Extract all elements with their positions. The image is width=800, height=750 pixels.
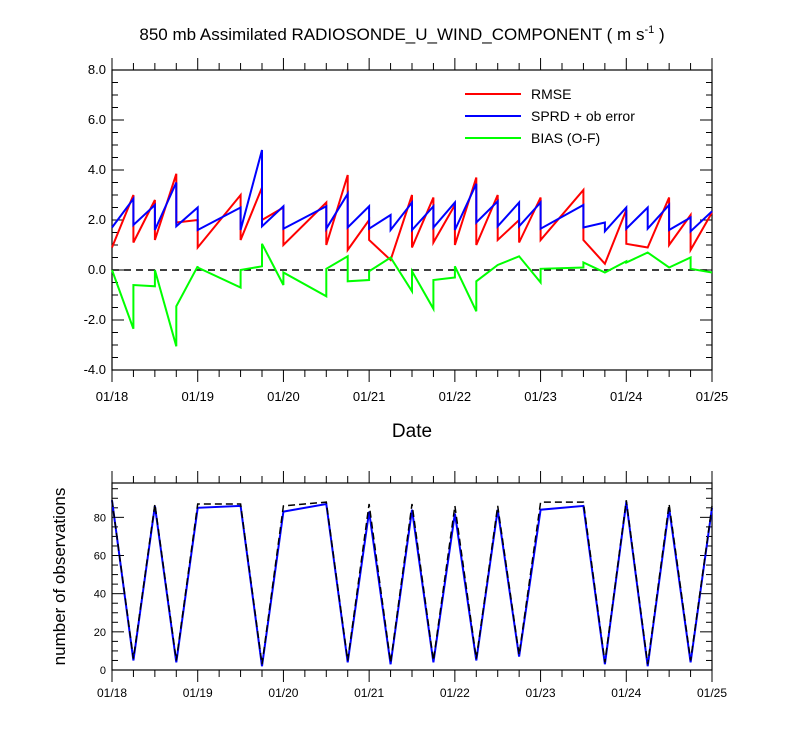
x-tick-label: 01/20 — [268, 686, 298, 700]
series-line-used-observations — [111, 500, 713, 667]
x-tick-label: 01/21 — [353, 389, 386, 404]
y-tick-label: 0.0 — [88, 262, 106, 277]
upper-chart: 01/18 01/19 01/20 01/21 01/22 01/23 01/24 01/25… — [84, 24, 729, 442]
y-tick-label: -4.0 — [84, 362, 106, 377]
y-tick-label: 2.0 — [88, 212, 106, 227]
title-main: 850 mb Assimilated RADIOSONDE_U_WIND_COM… — [139, 25, 644, 44]
x-tick-label: 01/23 — [526, 686, 556, 700]
title-superscript: -1 — [644, 24, 654, 36]
x-tick-label: 01/22 — [440, 686, 470, 700]
x-axis-label: Date — [392, 421, 432, 442]
x-tick-label: 01/19 — [183, 686, 213, 700]
x-tick-label: 01/22 — [439, 389, 472, 404]
legend-label: BIAS (O-F) — [531, 130, 600, 146]
x-tick-label: 01/25 — [697, 686, 727, 700]
y-axis-label: number of observations — [50, 488, 69, 666]
chart-title: 850 mb Assimilated RADIOSONDE_U_WIND_COM… — [139, 24, 664, 44]
x-tick-label: 01/19 — [181, 389, 214, 404]
y-tick-label: 4.0 — [88, 162, 106, 177]
y-tick-label: 40 — [94, 589, 106, 601]
legend-label: RMSE — [531, 86, 571, 102]
series-line-rmse — [111, 173, 713, 266]
x-tick-label: 01/18 — [97, 686, 127, 700]
lower-chart: 01/18 01/19 01/20 01/21 01/22 01/23 01/24 01/25… — [50, 471, 727, 700]
series-line-bias-o-f- — [111, 243, 713, 347]
y-tick-label: 8.0 — [88, 62, 106, 77]
y-tick-label: 80 — [94, 512, 106, 524]
title-end: ) — [654, 25, 664, 44]
legend-label: SPRD + ob error — [531, 108, 635, 124]
x-tick-label: 01/23 — [524, 389, 557, 404]
y-tick-label: -2.0 — [84, 312, 106, 327]
x-tick-label: 01/25 — [696, 389, 729, 404]
x-tick-label: 01/24 — [611, 686, 641, 700]
y-tick-label: 60 — [94, 551, 106, 563]
series-line-total-observations — [111, 500, 713, 665]
series-line-sprd-ob-error — [111, 149, 713, 234]
y-tick-label: 6.0 — [88, 112, 106, 127]
x-tick-label: 01/21 — [354, 686, 384, 700]
x-tick-label: 01/20 — [267, 389, 300, 404]
x-tick-label: 01/24 — [610, 389, 643, 404]
x-tick-label: 01/18 — [96, 389, 129, 404]
y-tick-label: 20 — [94, 627, 106, 639]
y-tick-label: 0 — [100, 665, 106, 677]
